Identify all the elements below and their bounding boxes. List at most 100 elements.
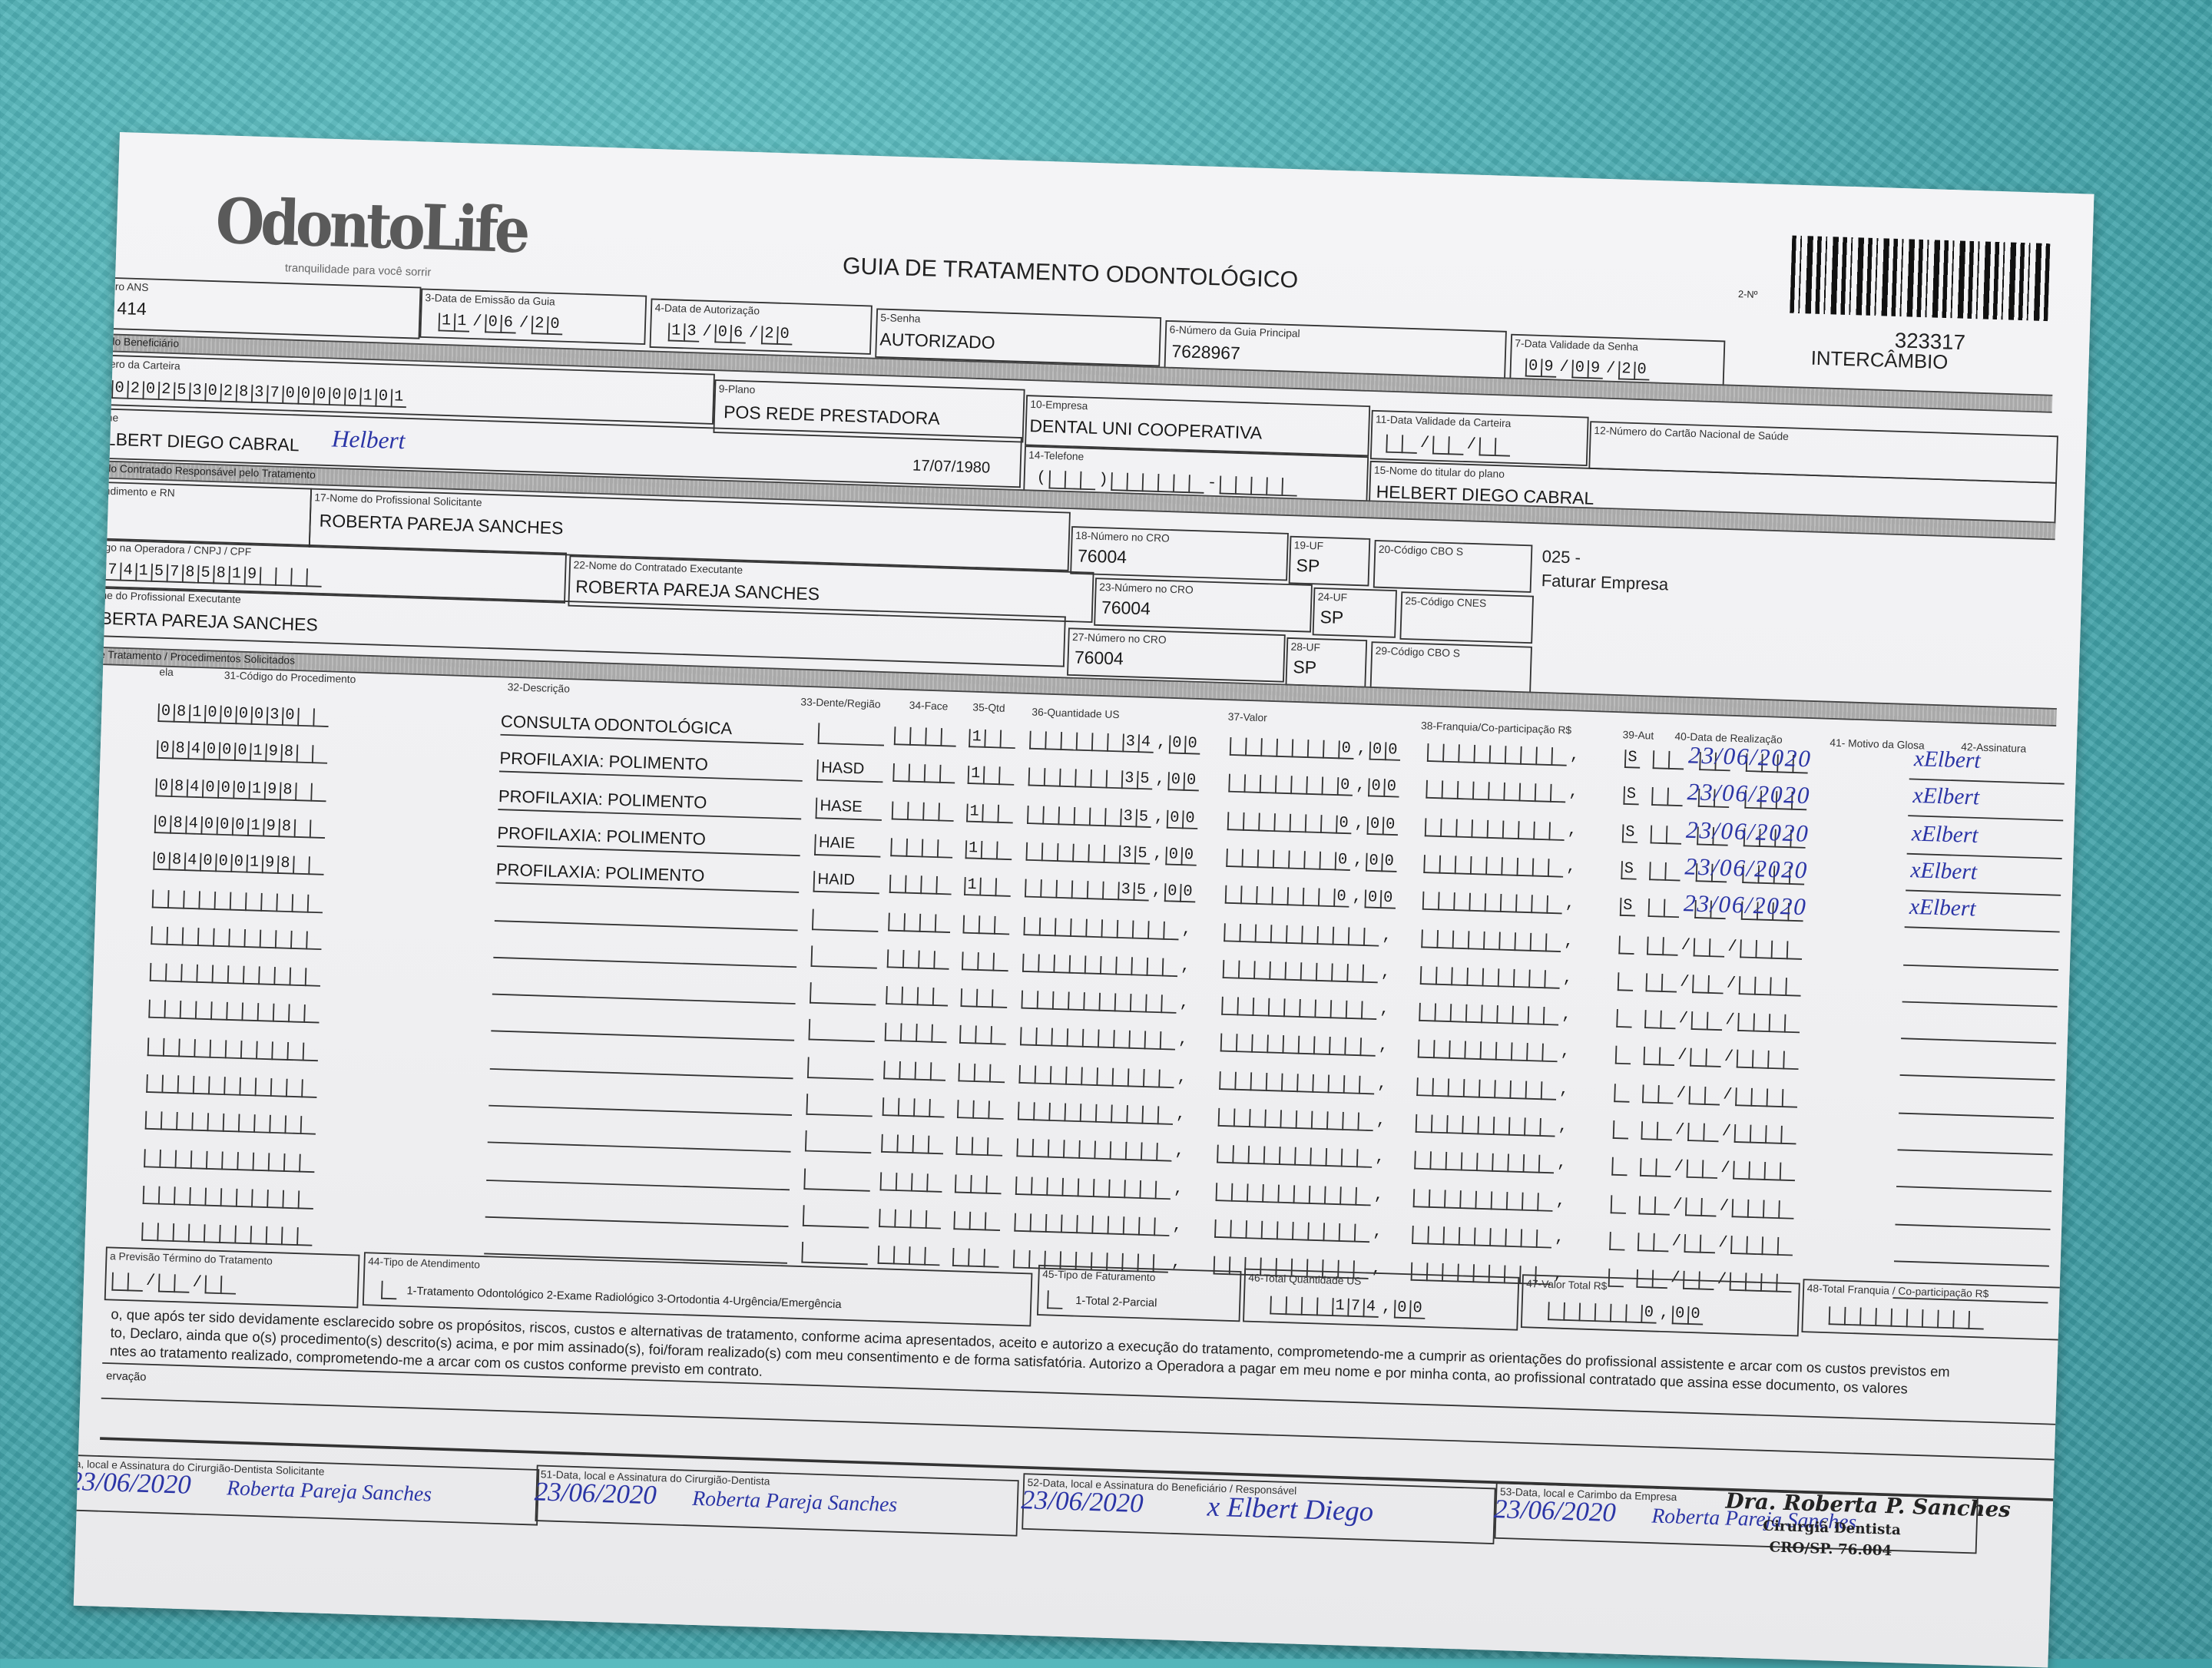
signature-box[interactable]: 52-Data, local e Assinatura do Beneficiá… <box>1021 1473 1496 1545</box>
signature-line[interactable] <box>1906 889 2061 896</box>
tooth-region[interactable] <box>803 1167 871 1191</box>
us-cells[interactable]: , <box>1019 1026 1194 1051</box>
signature-line[interactable] <box>1896 1186 2052 1193</box>
copay-cells[interactable]: , <box>1423 853 1582 878</box>
date-cells[interactable]: / / <box>1639 1157 1796 1182</box>
authorization-cell[interactable] <box>1614 1082 1631 1103</box>
value-cells[interactable]: , <box>1222 958 1397 984</box>
value-cells[interactable]: , <box>1217 1143 1391 1169</box>
authorization-cell[interactable] <box>1614 1045 1631 1065</box>
value-cells[interactable]: , <box>1214 1218 1389 1243</box>
copay-cells[interactable]: , <box>1416 1076 1575 1100</box>
procedure-description[interactable]: CONSULTA ODONTOLÓGICA <box>500 711 805 746</box>
us-cells[interactable]: 34,00 <box>1029 730 1204 755</box>
us-cells[interactable]: , <box>1015 1174 1190 1200</box>
authorization-cell[interactable] <box>1618 934 1635 955</box>
procedure-code-cells[interactable] <box>144 1147 316 1173</box>
copay-cells[interactable]: , <box>1426 742 1586 766</box>
field-ans[interactable]: tro ANS 414 <box>106 276 422 339</box>
signature-line[interactable] <box>1899 1112 2055 1119</box>
signature-line[interactable] <box>1893 1260 2049 1267</box>
us-cells[interactable]: , <box>1014 1212 1188 1237</box>
procedure-code-cells[interactable]: 084000198 <box>156 740 328 765</box>
date-cells[interactable]: / / <box>1647 935 1803 959</box>
procedure-code-cells[interactable] <box>144 1110 316 1136</box>
quantity-cells[interactable] <box>962 950 1009 971</box>
us-cells[interactable]: , <box>1022 952 1197 978</box>
face-cells[interactable] <box>879 1207 942 1229</box>
value-cells[interactable]: 0,00 <box>1226 847 1400 872</box>
procedure-description[interactable] <box>488 1082 793 1116</box>
quantity-cells[interactable]: 1 <box>964 876 1012 898</box>
tooth-region[interactable] <box>806 1094 873 1117</box>
quantity-cells[interactable] <box>952 1246 1000 1269</box>
signature-line[interactable] <box>1909 778 2065 785</box>
checkbox-cell[interactable] <box>1047 1289 1064 1309</box>
procedure-description[interactable]: PROFILAXIA: POLIMENTO <box>496 822 801 856</box>
copay-cells[interactable]: , <box>1421 928 1580 952</box>
face-cells[interactable] <box>886 948 950 970</box>
value-cells[interactable]: , <box>1215 1181 1390 1206</box>
date-cells[interactable]: / / <box>1641 1120 1797 1145</box>
tooth-region[interactable] <box>802 1205 870 1229</box>
tooth-region[interactable]: HAID <box>813 871 880 895</box>
face-cells[interactable] <box>881 1134 944 1155</box>
date-cells[interactable]: / / <box>1645 971 1802 997</box>
tooth-region[interactable] <box>817 723 885 746</box>
copay-cells[interactable]: , <box>1426 779 1584 803</box>
quantity-cells[interactable]: 1 <box>966 802 1014 823</box>
authorization-cell[interactable]: S <box>1621 822 1641 843</box>
face-cells[interactable] <box>882 1096 945 1118</box>
procedure-code-cells[interactable] <box>151 888 323 913</box>
authorization-cell[interactable]: S <box>1623 786 1642 806</box>
field-uf-24[interactable]: 24-UF SP <box>1312 587 1397 638</box>
copay-cells[interactable]: , <box>1412 1224 1571 1249</box>
face-cells[interactable] <box>892 763 955 784</box>
tooth-region[interactable] <box>804 1130 873 1154</box>
procedure-code-cells[interactable] <box>149 961 321 987</box>
face-cells[interactable] <box>891 799 955 822</box>
quantity-cells[interactable] <box>953 1210 1001 1231</box>
field-cro-23[interactable]: 23-Número no CRO 76004 <box>1094 578 1313 633</box>
field-total-copay[interactable]: 48-Total Franquia / Co-participação R$ <box>1801 1279 2085 1342</box>
date-cells[interactable]: / / <box>1641 1083 1798 1108</box>
face-cells[interactable] <box>877 1244 941 1266</box>
copay-cells[interactable]: , <box>1412 1187 1571 1212</box>
procedure-code-cells[interactable]: 081000030 <box>157 702 329 727</box>
date-cells[interactable]: / / <box>1644 1008 1800 1034</box>
field-end-forecast[interactable]: a Previsão Término do Tratamento / / <box>104 1246 360 1309</box>
copay-cells[interactable]: , <box>1417 1038 1576 1063</box>
quantity-cells[interactable] <box>956 1098 1005 1120</box>
tooth-region[interactable] <box>809 982 877 1006</box>
face-cells[interactable] <box>883 1059 946 1081</box>
checkbox-cell[interactable] <box>381 1279 397 1300</box>
tooth-region[interactable] <box>806 1056 875 1081</box>
quantity-cells[interactable]: 1 <box>969 727 1016 750</box>
copay-cells[interactable]: , <box>1422 890 1581 915</box>
us-cells[interactable]: , <box>1016 1137 1190 1163</box>
value-cells[interactable]: , <box>1224 922 1398 947</box>
quantity-cells[interactable] <box>960 987 1008 1009</box>
signature-line[interactable] <box>1908 815 2064 822</box>
signature-line[interactable] <box>1902 1001 2058 1008</box>
us-cells[interactable]: 35,00 <box>1025 878 1199 903</box>
face-cells[interactable] <box>890 836 953 859</box>
us-cells[interactable]: 35,00 <box>1025 841 1200 866</box>
face-cells[interactable] <box>884 1022 948 1044</box>
us-cells[interactable]: 35,00 <box>1028 766 1203 792</box>
copay-cells[interactable]: , <box>1414 1150 1573 1174</box>
procedure-code-cells[interactable]: 084000198 <box>155 776 327 802</box>
procedure-description[interactable] <box>492 971 796 1005</box>
procedure-description[interactable]: PROFILAXIA: POLIMENTO <box>498 748 803 783</box>
procedure-code-cells[interactable] <box>148 999 320 1024</box>
tooth-region[interactable] <box>810 945 878 969</box>
field-uf-28[interactable]: 28-UF SP <box>1285 637 1368 688</box>
procedure-description[interactable] <box>491 1008 796 1042</box>
authorization-cell[interactable] <box>1616 1008 1633 1028</box>
authorization-cell[interactable] <box>1609 1230 1626 1251</box>
field-billing-type[interactable]: 45-Tipo de Faturamento 1-Total 2-Parcial <box>1036 1264 1242 1322</box>
value-cells[interactable]: 0,00 <box>1229 736 1404 761</box>
signature-line[interactable] <box>1906 852 2062 859</box>
value-cells[interactable]: 0,00 <box>1228 773 1402 799</box>
signature-line[interactable] <box>1901 1038 2057 1044</box>
